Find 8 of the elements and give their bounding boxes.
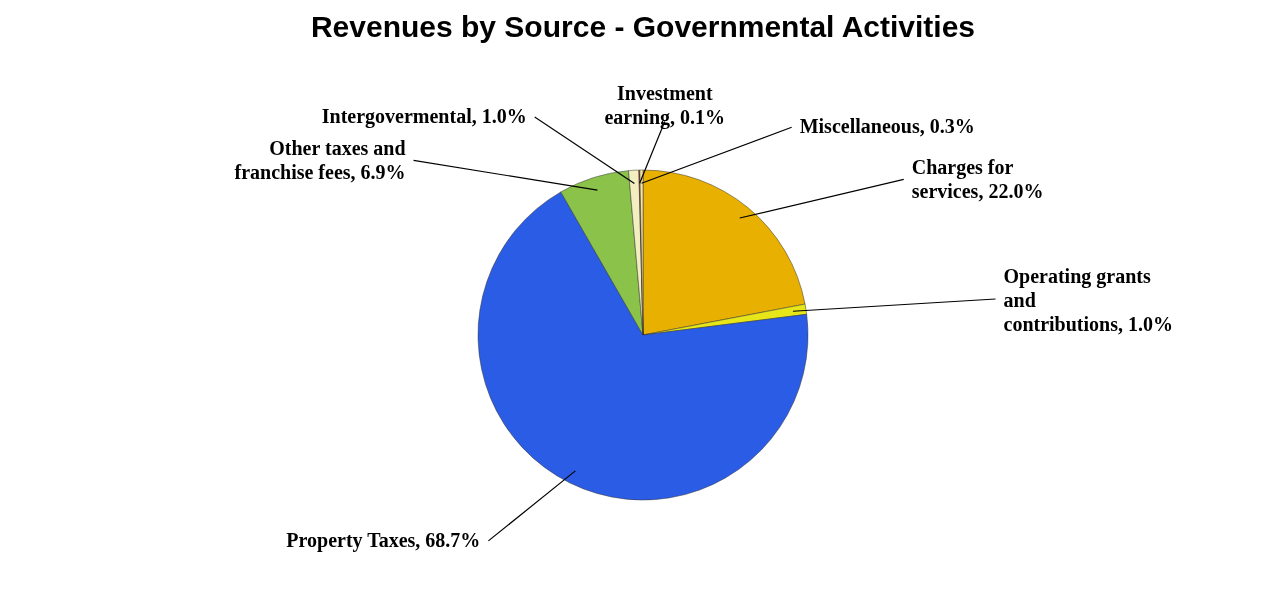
- slice-label: Charges for services, 22.0%: [911, 156, 1044, 203]
- slice-label: Operating grants and contributions, 1.0%: [1003, 265, 1173, 336]
- slice-label: Other taxes and franchise fees, 6.9%: [234, 137, 406, 184]
- chart-title: Revenues by Source - Governmental Activities: [310, 10, 976, 43]
- slice-label: Intergovermental, 1.0%: [321, 104, 527, 128]
- slice-label: Property Taxes, 68.7%: [286, 528, 481, 552]
- slice-label: Investment earning, 0.1%: [604, 82, 726, 130]
- slice-label: Miscellaneous, 0.3%: [799, 115, 975, 138]
